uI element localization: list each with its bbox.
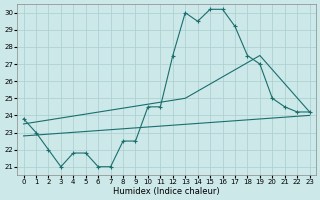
X-axis label: Humidex (Indice chaleur): Humidex (Indice chaleur) <box>113 187 220 196</box>
